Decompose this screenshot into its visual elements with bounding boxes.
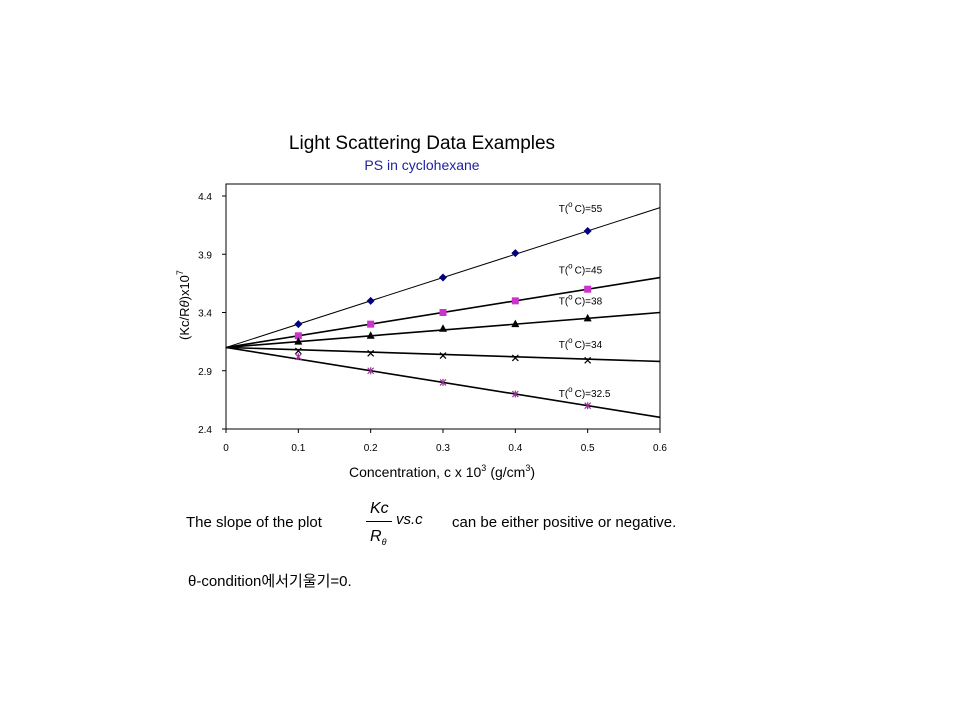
y-tick-label: 4.4: [198, 192, 212, 203]
data-point-4-3: [511, 390, 519, 398]
series-markers: [294, 226, 592, 410]
data-point-4-4: [584, 402, 592, 410]
x-tick-label: 0.6: [653, 443, 667, 454]
data-point-2-2: [439, 324, 447, 332]
series-label-3: T(o C)=34: [559, 336, 603, 351]
y-axis-label: (Kc/Rθ)x107: [175, 270, 192, 340]
x-axis-label: Concentration, c x 103 (g/cm3): [349, 463, 535, 480]
data-point-2-0: [294, 337, 303, 345]
formula-denominator: Rθ: [370, 528, 386, 547]
data-point-0-2: [439, 273, 447, 282]
data-point-0-1: [366, 296, 375, 305]
series-label-1: T(o C)=45: [559, 262, 603, 277]
data-point-3-2: [439, 352, 447, 360]
data-point-3-1: [367, 349, 375, 357]
formula-fraction-bar: [366, 521, 392, 522]
formula-denominator-sub: θ: [381, 537, 387, 548]
data-point-4-0: [294, 353, 302, 361]
series-labels: T(o C)=55 T(o C)=45 T(o C)=38 T(o C)=34 T(o C)=32…: [559, 200, 611, 400]
y-label-theta: θ: [177, 300, 192, 307]
data-point-4-1: [367, 367, 375, 375]
formula-suffix: vs.c: [396, 511, 423, 528]
data-point-1-3: [511, 297, 519, 305]
x-tick-label: 0.2: [364, 443, 378, 454]
y-tick-label: 3.9: [198, 250, 212, 261]
data-point-2-3: [511, 319, 520, 328]
y-tick-label: 3.4: [198, 309, 212, 320]
data-point-0-0: [294, 320, 303, 329]
x-tick-label: 0.3: [436, 443, 450, 454]
data-point-1-0: [294, 332, 302, 340]
formula-denominator-text: R: [370, 528, 382, 545]
x-label-unit: (g/cm: [490, 464, 525, 480]
x-tick-label: 0.1: [291, 443, 305, 454]
data-point-3-4: [584, 356, 592, 364]
chart-subtitle: PS in cyclohexane: [364, 157, 479, 173]
data-point-0-3: [511, 249, 520, 258]
data-point-2-1: [366, 331, 375, 339]
svg-text:(Kc/Rθ)x107: (Kc/Rθ)x107: [175, 270, 192, 340]
x-label-close: ): [530, 464, 535, 480]
x-label-unit-exp: 3: [525, 463, 530, 473]
y-label-text: (Kc/R: [177, 307, 192, 340]
x-tick-label: 0: [223, 443, 229, 454]
y-tick-label: 2.4: [198, 425, 212, 436]
data-point-1-2: [439, 309, 447, 316]
y-label-mid: )x10: [177, 275, 192, 300]
x-label-exp: 3: [481, 463, 486, 473]
y-label-exp: 7: [175, 270, 185, 275]
caption-theta-condition: θ-condition에서기울기=0.: [188, 573, 352, 590]
data-point-2-4: [583, 313, 592, 322]
data-point-1-1: [367, 320, 375, 328]
y-tick-label: 2.9: [198, 367, 212, 378]
data-point-3-0: [294, 347, 302, 355]
formula-numerator: Kc: [370, 500, 389, 517]
x-tick-label: 0.5: [581, 443, 595, 454]
x-label-text: Concentration, c x 10: [349, 464, 482, 480]
series-label-0: T(o C)=55: [559, 200, 603, 215]
axis-ticks: 0 0.1 0.2 0.3 0.4 0.5 0.6 2.4 2.9 3.4 3.9 4.4: [198, 192, 667, 454]
series-label-4: T(o C)=32.5: [559, 385, 611, 400]
data-point-4-2: [439, 378, 447, 386]
data-point-0-4: [583, 226, 592, 235]
series-label-2: T(o C)=38: [559, 293, 603, 308]
caption-right: can be either positive or negative.: [452, 514, 677, 531]
caption-left: The slope of the plot: [186, 514, 322, 531]
x-tick-label: 0.4: [508, 443, 522, 454]
data-point-3-3: [511, 354, 519, 362]
series-line-3: [225, 346, 661, 363]
data-point-1-4: [584, 285, 592, 293]
chart-title: Light Scattering Data Examples: [289, 133, 555, 154]
